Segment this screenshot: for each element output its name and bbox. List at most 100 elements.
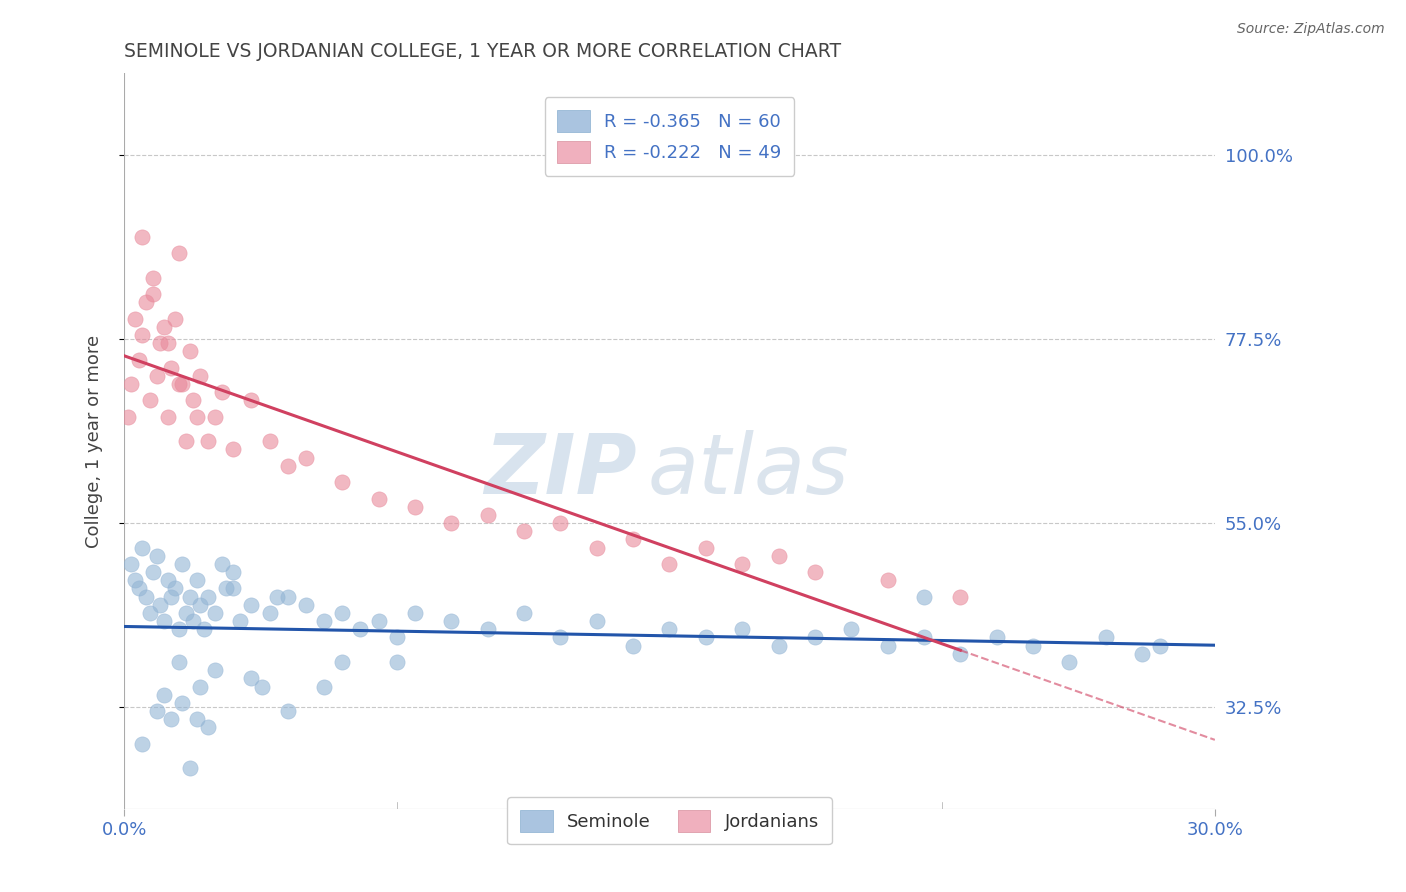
Point: [131, 737, 153, 751]
Point: [1022, 639, 1045, 653]
Point: [197, 434, 219, 449]
Point: [163, 311, 186, 326]
Point: [768, 549, 790, 563]
Point: [277, 458, 299, 473]
Point: [174, 606, 197, 620]
Point: [222, 582, 245, 596]
Point: [314, 614, 336, 628]
Point: [658, 557, 681, 571]
Point: [153, 319, 176, 334]
Point: [585, 614, 607, 628]
Point: [146, 549, 169, 563]
Point: [804, 565, 827, 579]
Point: [142, 287, 165, 301]
Point: [550, 631, 572, 645]
Point: [876, 639, 898, 653]
Text: atlas: atlas: [648, 430, 849, 511]
Point: [404, 500, 426, 514]
Point: [117, 409, 139, 424]
Point: [440, 516, 463, 530]
Point: [160, 360, 183, 375]
Point: [314, 680, 336, 694]
Point: [259, 606, 281, 620]
Point: [277, 590, 299, 604]
Point: [222, 442, 245, 457]
Point: [585, 541, 607, 555]
Point: [440, 614, 463, 628]
Point: [240, 393, 263, 408]
Point: [621, 639, 644, 653]
Point: [330, 655, 353, 669]
Point: [731, 557, 754, 571]
Point: [172, 696, 194, 710]
Point: [215, 582, 238, 596]
Point: [167, 377, 190, 392]
Point: [385, 631, 408, 645]
Point: [695, 541, 717, 555]
Point: [912, 631, 935, 645]
Point: [163, 582, 186, 596]
Point: [146, 704, 169, 718]
Point: [949, 590, 972, 604]
Point: [135, 295, 157, 310]
Point: [179, 761, 201, 775]
Point: [986, 631, 1008, 645]
Point: [295, 598, 318, 612]
Point: [131, 230, 153, 244]
Point: [876, 574, 898, 588]
Point: [190, 598, 212, 612]
Point: [367, 614, 389, 628]
Point: [138, 606, 160, 620]
Point: [160, 712, 183, 726]
Point: [156, 336, 179, 351]
Point: [277, 704, 299, 718]
Point: [229, 614, 252, 628]
Point: [190, 680, 212, 694]
Point: [186, 409, 208, 424]
Point: [160, 590, 183, 604]
Point: [385, 655, 408, 669]
Point: [1130, 647, 1153, 661]
Point: [142, 270, 165, 285]
Text: SEMINOLE VS JORDANIAN COLLEGE, 1 YEAR OR MORE CORRELATION CHART: SEMINOLE VS JORDANIAN COLLEGE, 1 YEAR OR…: [124, 42, 841, 61]
Point: [240, 598, 263, 612]
Point: [146, 368, 169, 383]
Point: [550, 516, 572, 530]
Point: [839, 622, 862, 636]
Point: [804, 631, 827, 645]
Point: [211, 557, 233, 571]
Point: [404, 606, 426, 620]
Point: [252, 680, 274, 694]
Point: [142, 565, 165, 579]
Point: [211, 385, 233, 400]
Point: [128, 352, 150, 367]
Point: [124, 311, 146, 326]
Point: [912, 590, 935, 604]
Point: [186, 574, 208, 588]
Point: [204, 663, 226, 677]
Point: [222, 565, 245, 579]
Point: [131, 328, 153, 343]
Text: ZIP: ZIP: [484, 430, 637, 511]
Point: [658, 622, 681, 636]
Point: [172, 557, 194, 571]
Point: [330, 606, 353, 620]
Point: [197, 590, 219, 604]
Point: [131, 541, 153, 555]
Point: [240, 671, 263, 685]
Point: [367, 491, 389, 506]
Point: [349, 622, 371, 636]
Point: [259, 434, 281, 449]
Point: [1094, 631, 1116, 645]
Point: [695, 631, 717, 645]
Point: [156, 409, 179, 424]
Point: [156, 574, 179, 588]
Point: [138, 393, 160, 408]
Point: [731, 622, 754, 636]
Text: Source: ZipAtlas.com: Source: ZipAtlas.com: [1237, 22, 1385, 37]
Point: [477, 622, 499, 636]
Point: [174, 434, 197, 449]
Point: [167, 655, 190, 669]
Point: [266, 590, 288, 604]
Point: [181, 393, 204, 408]
